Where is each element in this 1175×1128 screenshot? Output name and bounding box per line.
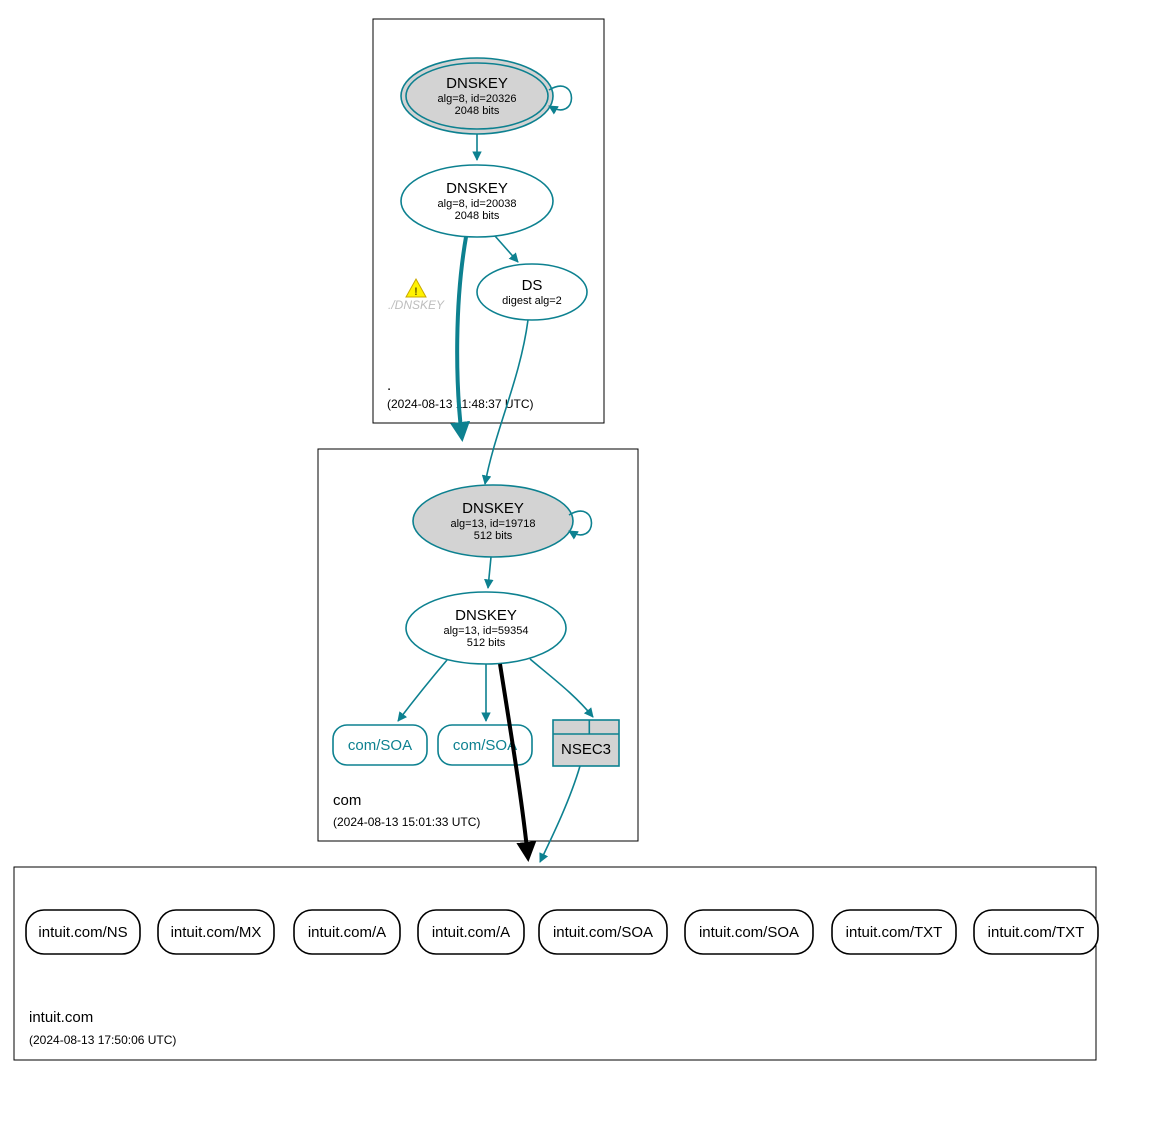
edge-7 xyxy=(530,659,593,717)
node-sub1: digest alg=2 xyxy=(502,295,562,307)
node-root.ksk: DNSKEYalg=8, id=203262048 bits xyxy=(401,58,572,134)
rr-label-soa1: com/SOA xyxy=(348,737,412,754)
dnssec-diagram: .(2024-08-13 11:48:37 UTC)com(2024-08-13… xyxy=(0,0,1175,1128)
rr-intuit-label-3: intuit.com/A xyxy=(432,924,510,941)
node-title: DNSKEY xyxy=(455,607,517,624)
node-title: DNSKEY xyxy=(446,75,508,92)
node-root.ds: DSdigest alg=2 xyxy=(477,264,587,320)
rr-intuit-label-0: intuit.com/NS xyxy=(38,924,127,941)
node-title: DNSKEY xyxy=(462,500,524,517)
node-sub2: 512 bits xyxy=(467,637,506,649)
node-sub2: 512 bits xyxy=(474,530,513,542)
rr-label-nsec3: NSEC3 xyxy=(561,741,611,758)
zone-name-intuit: intuit.com xyxy=(29,1009,93,1026)
zone-ts-intuit: (2024-08-13 17:50:06 UTC) xyxy=(29,1033,176,1047)
edge-5 xyxy=(398,660,447,721)
node-com.ksk: DNSKEYalg=13, id=19718512 bits xyxy=(413,485,592,557)
warning-icon: !./DNSKEY xyxy=(388,279,445,312)
rr-intuit-label-2: intuit.com/A xyxy=(308,924,386,941)
node-sub2: 2048 bits xyxy=(455,105,500,117)
zone-name-root: . xyxy=(387,377,391,394)
rr-intuit-label-6: intuit.com/TXT xyxy=(846,924,943,941)
node-title: DS xyxy=(522,277,543,294)
node-title: DNSKEY xyxy=(446,180,508,197)
node-sub1: alg=13, id=19718 xyxy=(450,518,535,530)
rr-intuit-label-1: intuit.com/MX xyxy=(171,924,262,941)
node-sub2: 2048 bits xyxy=(455,210,500,222)
node-sub1: alg=8, id=20326 xyxy=(438,93,517,105)
edge-4 xyxy=(488,557,491,588)
zone-name-com: com xyxy=(333,792,361,809)
zone-box-intuit xyxy=(14,867,1096,1060)
rr-intuit-label-7: intuit.com/TXT xyxy=(988,924,1085,941)
edge-8 xyxy=(540,766,580,862)
node-root.zsk: DNSKEYalg=8, id=200382048 bits xyxy=(401,165,553,237)
warn-label: ./DNSKEY xyxy=(388,298,445,312)
edge-1 xyxy=(495,236,518,262)
rr-label-soa2: com/SOA xyxy=(453,737,517,754)
rr-intuit-label-5: intuit.com/SOA xyxy=(699,924,799,941)
node-sub1: alg=8, id=20038 xyxy=(438,198,517,210)
node-com.zsk: DNSKEYalg=13, id=59354512 bits xyxy=(406,592,566,664)
node-sub1: alg=13, id=59354 xyxy=(443,625,528,637)
zone-ts-com: (2024-08-13 15:01:33 UTC) xyxy=(333,815,480,829)
rr-intuit-label-4: intuit.com/SOA xyxy=(553,924,653,941)
svg-text:!: ! xyxy=(414,286,418,298)
